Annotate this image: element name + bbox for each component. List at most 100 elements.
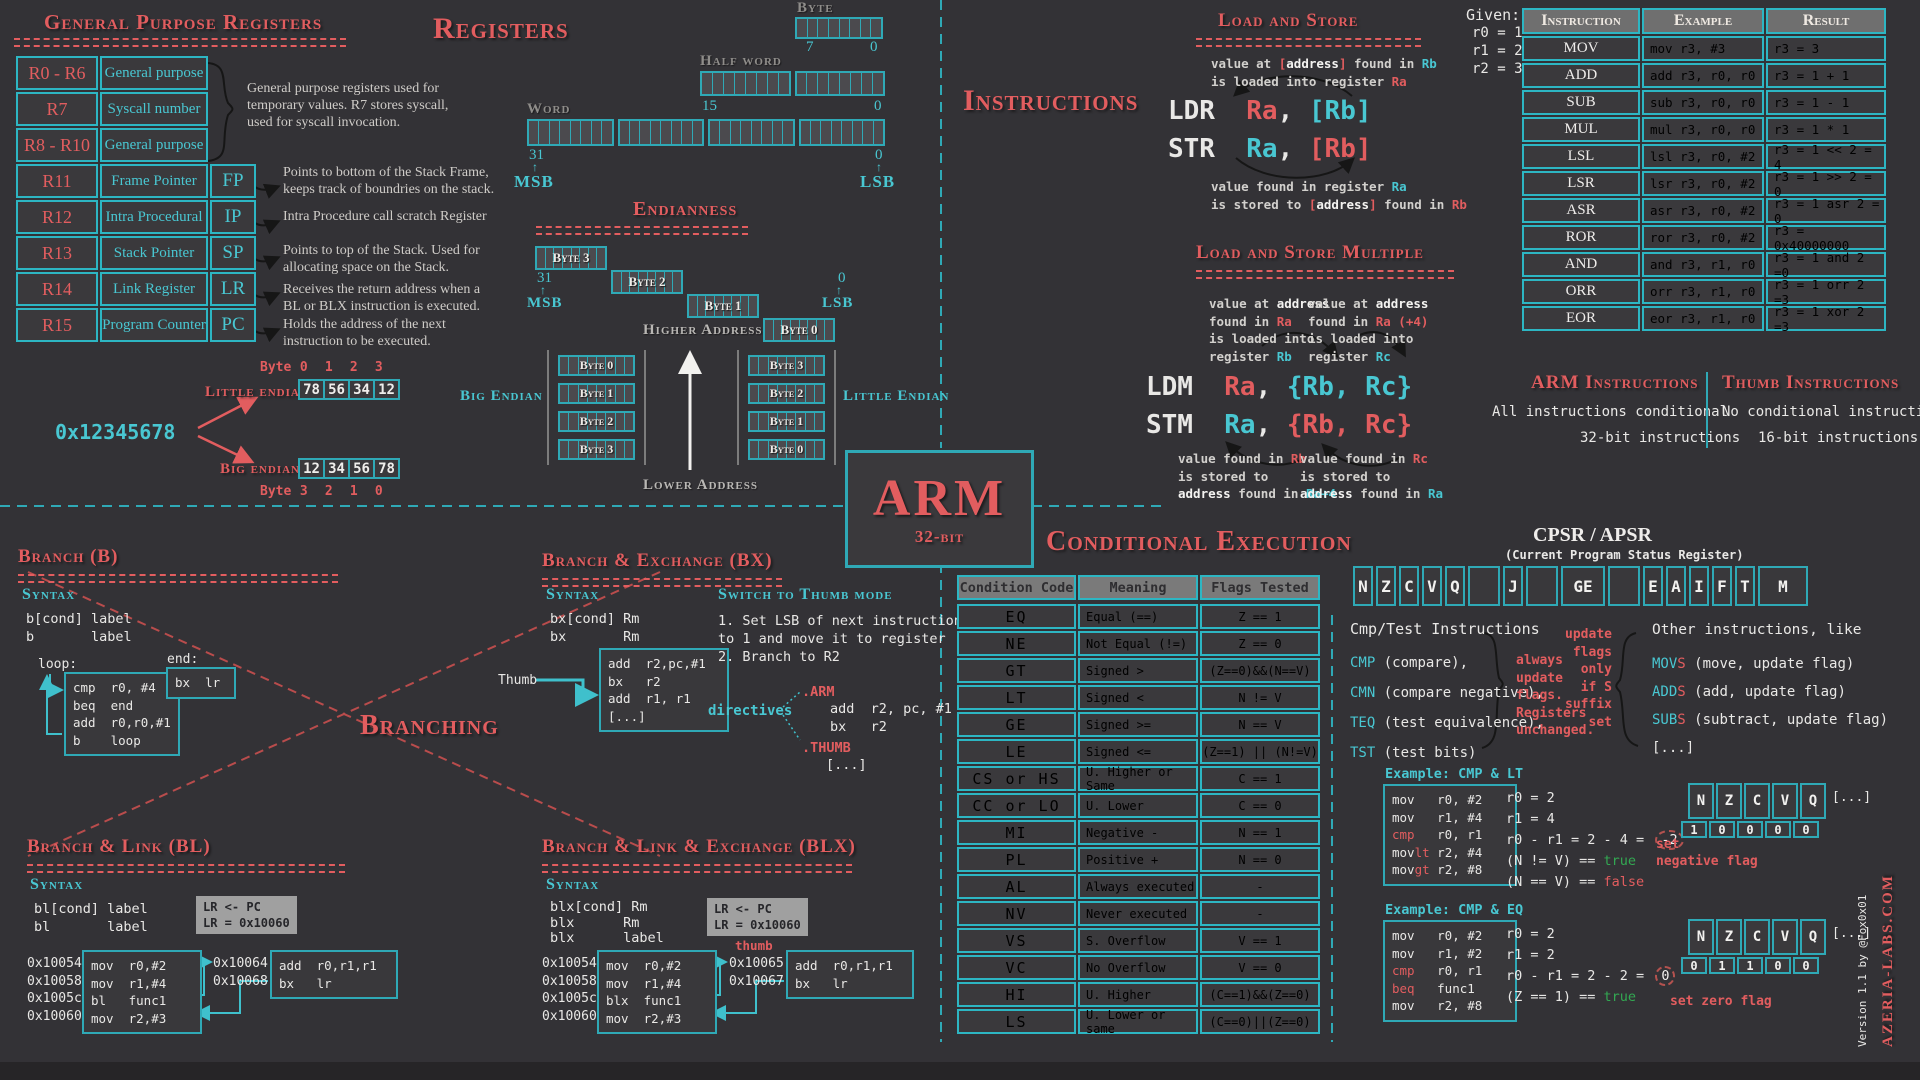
table-cell: R8 - R10 — [16, 128, 98, 162]
code-token: TST — [1350, 745, 1376, 761]
code-token: , — [1277, 134, 1309, 164]
code-token: mov — [1392, 862, 1415, 877]
table-row: R0 - R6 General purpose — [16, 56, 256, 90]
bit-cell — [640, 121, 651, 144]
table-cell: ORR — [1522, 279, 1640, 304]
str-curved-arrow-icon — [1235, 157, 1355, 179]
bit-cell — [840, 19, 851, 37]
code-token: r0 = 1 — [1472, 25, 1523, 41]
code-line: (N != V) == true — [1506, 851, 1684, 872]
code-token: bx lr — [795, 975, 848, 991]
code-token: register — [1209, 348, 1277, 364]
code-line: is stored to [address] found in Rb — [1211, 196, 1467, 214]
code-line: mov r1,#4 — [606, 975, 708, 993]
code-line: cmp r0, r1 — [1392, 826, 1508, 844]
code-token — [1215, 96, 1246, 126]
code-line: r1 = 2 — [1506, 945, 1675, 966]
bit-cell — [581, 121, 592, 144]
code-token: LDR — [1168, 96, 1215, 126]
cell: 0 — [1793, 957, 1819, 974]
table-cell: S. Overflow — [1078, 928, 1198, 953]
table-cell: LR — [210, 272, 256, 306]
bit-cell — [569, 385, 579, 402]
code-token: [...] — [1652, 740, 1695, 756]
little-endian-label: Little endian — [205, 384, 309, 400]
stm-arrow2-icon — [1321, 443, 1403, 467]
table-cell: r3 = 1 >> 2 = 0 — [1766, 169, 1886, 199]
bit-cell — [778, 357, 787, 374]
code-token: beq — [1392, 980, 1415, 996]
code-line: allocating space on the Stack. — [283, 259, 480, 276]
table-cell: MI — [957, 820, 1076, 845]
strip-byte2: Byte 2 — [611, 270, 683, 294]
code-token: blx func1 — [606, 993, 682, 1008]
bit-cell — [606, 385, 616, 402]
stack-label: Byte 2 — [769, 386, 804, 400]
big-stack-row: Byte 0 — [558, 355, 635, 376]
big-endian-stack: Byte 0 Byte 1 Byte 2 Byte 3 — [547, 350, 646, 465]
table-row: EOR eor r3, r1, r0 r3 = 1 xor 2 =3 — [1522, 304, 1886, 334]
branching-cross-lines — [27, 571, 661, 857]
arm-instructions-line1: All instructions conditional — [1492, 404, 1729, 420]
endianness-title: Endianness — [633, 198, 738, 220]
code-token: found in — [1230, 486, 1306, 501]
bit-cell — [731, 121, 742, 144]
cell: 0 — [1765, 957, 1791, 974]
cell: 0 — [299, 360, 308, 375]
cell: V — [1772, 783, 1798, 819]
code-token: mov r0,#2 — [91, 958, 167, 973]
code-line: unchanged. — [1516, 722, 1594, 740]
bit-cell — [759, 385, 769, 402]
table-row: NE Not Equal (!=) Z == 0 — [957, 631, 1320, 656]
bit-cell — [806, 413, 815, 430]
table-cell: Z == 1 — [1200, 604, 1320, 629]
code-token: beq end — [73, 697, 134, 713]
code-line: bx lr — [795, 975, 905, 993]
bl-return-arrow-icon — [194, 980, 268, 1021]
cell: 0 — [374, 484, 383, 499]
code-token: 1. Set LSB of next instruction — [718, 613, 962, 629]
stack-label: Byte 3 — [579, 442, 614, 456]
stack-bits — [558, 439, 635, 460]
bit-cell — [762, 121, 773, 144]
bit-cell — [554, 248, 563, 268]
table-row: AND and r3, r1, r0 r3 = 1 and 2 =0 — [1522, 250, 1886, 280]
byte-hi: 7 — [806, 39, 814, 55]
code-token: always — [1516, 653, 1563, 668]
code-line: register Rc — [1308, 348, 1428, 366]
bit-cell — [606, 413, 616, 430]
table-row: EQ Equal (==) Z == 1 — [957, 604, 1320, 629]
cell: Meaning — [1078, 575, 1198, 600]
cell: Q — [1800, 783, 1826, 819]
code-line: mov r1, #4 — [1392, 809, 1508, 827]
bit-cell — [871, 19, 881, 37]
stm-arrow-icon — [1225, 441, 1306, 466]
bit-cell — [778, 413, 787, 430]
arm-directive-block: add r2, pc, #1 bx r2 — [830, 700, 952, 736]
bit-cell — [698, 296, 707, 316]
blx-underline — [542, 864, 852, 873]
bit-cell — [597, 385, 607, 402]
table-cell: mul r3, r0, r0 — [1642, 117, 1764, 142]
code-line: bx r2 — [608, 673, 720, 691]
code-token: 0x10054 — [27, 956, 82, 971]
code-token: address — [1300, 486, 1353, 501]
code-token: bx lr — [175, 675, 221, 690]
table-cell: NE — [957, 631, 1076, 656]
bit-cell — [759, 413, 769, 430]
blx-target-addresses: 0x10065 0x10067 — [729, 955, 784, 990]
table-cell: V == 0 — [1200, 955, 1320, 980]
table-cell: ASR — [1522, 198, 1640, 223]
bit-cell — [569, 357, 579, 374]
word-bits-b — [617, 119, 704, 146]
code-token: mov r2, #8 — [1392, 998, 1483, 1013]
code-token: used for syscall invocation. — [247, 115, 401, 130]
bit-cell — [779, 73, 789, 94]
table-row: CC or LO U. Lower C == 0 — [957, 793, 1320, 818]
table-cell: N == 1 — [1200, 820, 1320, 845]
code-line: [...] — [826, 757, 867, 773]
cell: 3 — [374, 360, 383, 375]
code-token: Receives the return address when a — [283, 282, 481, 297]
bit-cell — [580, 248, 589, 268]
code-token: 0x1005c — [542, 991, 597, 1006]
